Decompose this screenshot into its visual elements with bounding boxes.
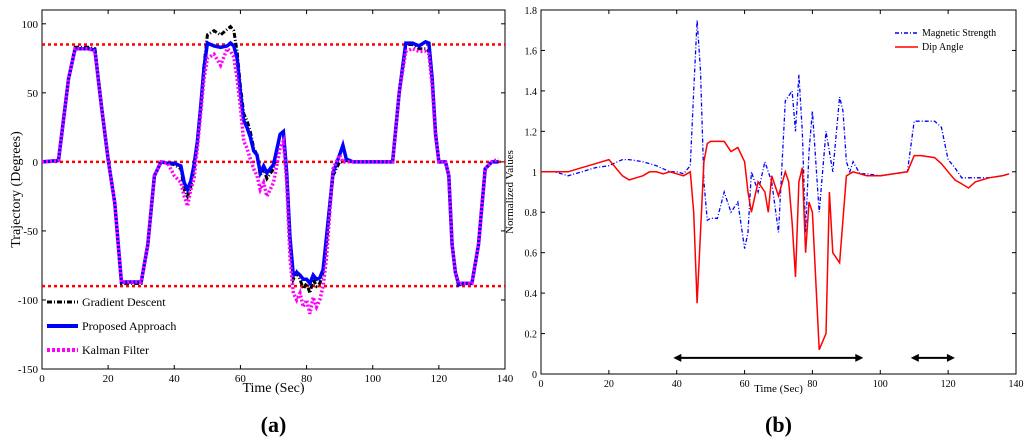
y-tick-label: 1.8	[525, 6, 538, 17]
series-line-3	[41, 45, 500, 315]
legend: Gradient Descent Proposed Approach Kalman …	[47, 295, 176, 357]
legend: Magnetic Strength Dip Angle	[895, 28, 996, 53]
y-tick-label: -150	[18, 364, 39, 376]
x-tick-label: 120	[431, 373, 448, 385]
x-tick-label: 40	[672, 379, 682, 390]
panel-b: 0 20 40 60 80 100 120 140 0 0.2 0.4 0.6 0.8 1 1.2 1.4 1.…	[504, 6, 1024, 437]
y-tick-label: 1.6	[525, 46, 538, 57]
x-axis-label: Time (Sec)	[754, 383, 803, 395]
x-tick-label: 40	[169, 373, 181, 385]
y-tick-label: 0	[532, 370, 537, 381]
x-tick-label: 60	[740, 379, 750, 390]
y-tick-label: 0.4	[525, 289, 538, 300]
arrow-head-right	[946, 353, 955, 362]
panel-a: 0 20 40 60 80 100 120 140 -150 -100 -50 0 50 100 Time …	[9, 9, 514, 437]
x-tick-label: 100	[364, 373, 381, 385]
y-tick-label: 0	[33, 157, 39, 169]
x-tick-label: 60	[235, 373, 247, 385]
series-line-1	[541, 20, 1010, 249]
legend-label-1: Magnetic Strength	[922, 28, 996, 39]
y-tick-label: -50	[23, 226, 38, 238]
y-tick-label: 0.6	[525, 249, 538, 260]
y-tick-label: 1.4	[525, 87, 538, 98]
y-tick-label: 100	[22, 19, 39, 31]
x-tick-label: 140	[497, 373, 514, 385]
panel-label: (b)	[765, 412, 792, 437]
series-line-2	[41, 39, 499, 288]
legend-label-2: Proposed Approach	[82, 319, 176, 333]
arrow-head-right	[855, 353, 864, 362]
y-tick-label: -100	[18, 295, 39, 307]
x-tick-label: 80	[807, 379, 817, 390]
y-tick-label: 0.8	[525, 208, 538, 219]
x-tick-label: 80	[301, 373, 313, 385]
x-tick-label: 140	[1009, 379, 1024, 390]
y-tick-label: 1	[532, 168, 537, 179]
panel-label: (a)	[261, 412, 287, 437]
y-tick-label: 0.2	[525, 330, 538, 341]
y-axis-label: Normalized Values	[504, 150, 516, 234]
arrow-head-left	[910, 353, 919, 362]
x-tick-label: 20	[103, 373, 115, 385]
y-axis-label: Trajectory (Degrees)	[9, 131, 24, 248]
legend-label-3: Kalman Filter	[82, 343, 149, 357]
y-tick-label: 1.2	[525, 127, 538, 138]
legend-label-2: Dip Angle	[922, 42, 964, 53]
legend-label-1: Gradient Descent	[82, 295, 166, 309]
series-line-2	[541, 140, 1010, 350]
plot-frame	[41, 9, 506, 370]
arrow-head-left	[673, 353, 682, 362]
y-tick-label: 50	[27, 88, 39, 100]
plot-frame	[540, 9, 1017, 375]
x-tick-label: 100	[873, 379, 888, 390]
x-axis-label: Time (Sec)	[242, 381, 304, 396]
x-tick-label: 120	[941, 379, 956, 390]
x-tick-label: 0	[39, 373, 45, 385]
x-tick-label: 20	[604, 379, 614, 390]
x-tick-label: 0	[539, 379, 544, 390]
